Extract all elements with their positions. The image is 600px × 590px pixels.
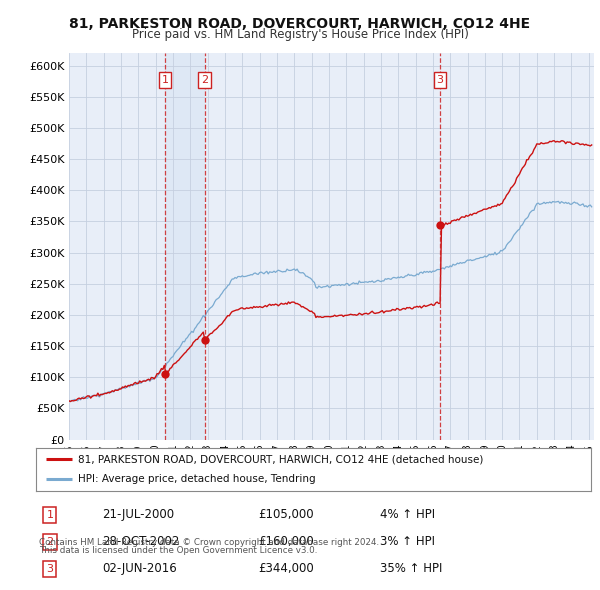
Text: Price paid vs. HM Land Registry's House Price Index (HPI): Price paid vs. HM Land Registry's House … [131, 28, 469, 41]
Text: £105,000: £105,000 [258, 509, 314, 522]
Text: 4% ↑ HPI: 4% ↑ HPI [380, 509, 435, 522]
Text: 1: 1 [161, 75, 169, 85]
Text: 2: 2 [46, 537, 53, 547]
Text: 21-JUL-2000: 21-JUL-2000 [103, 509, 175, 522]
Text: 35% ↑ HPI: 35% ↑ HPI [380, 562, 442, 575]
Text: This data is licensed under the Open Government Licence v3.0.: This data is licensed under the Open Gov… [39, 546, 317, 555]
Text: 81, PARKESTON ROAD, DOVERCOURT, HARWICH, CO12 4HE: 81, PARKESTON ROAD, DOVERCOURT, HARWICH,… [70, 17, 530, 31]
Text: £160,000: £160,000 [258, 535, 314, 549]
Text: HPI: Average price, detached house, Tendring: HPI: Average price, detached house, Tend… [77, 474, 315, 484]
Text: 3% ↑ HPI: 3% ↑ HPI [380, 535, 435, 549]
Text: 3: 3 [437, 75, 443, 85]
Text: 1: 1 [46, 510, 53, 520]
Bar [165, 53, 205, 440]
Text: 2: 2 [201, 75, 208, 85]
Text: £344,000: £344,000 [258, 562, 314, 575]
Text: 02-JUN-2016: 02-JUN-2016 [103, 562, 178, 575]
Text: 3: 3 [46, 564, 53, 574]
Text: 81, PARKESTON ROAD, DOVERCOURT, HARWICH, CO12 4HE (detached house): 81, PARKESTON ROAD, DOVERCOURT, HARWICH,… [77, 454, 483, 464]
Text: 28-OCT-2002: 28-OCT-2002 [103, 535, 180, 549]
Text: Contains HM Land Registry data © Crown copyright and database right 2024.: Contains HM Land Registry data © Crown c… [39, 538, 379, 547]
